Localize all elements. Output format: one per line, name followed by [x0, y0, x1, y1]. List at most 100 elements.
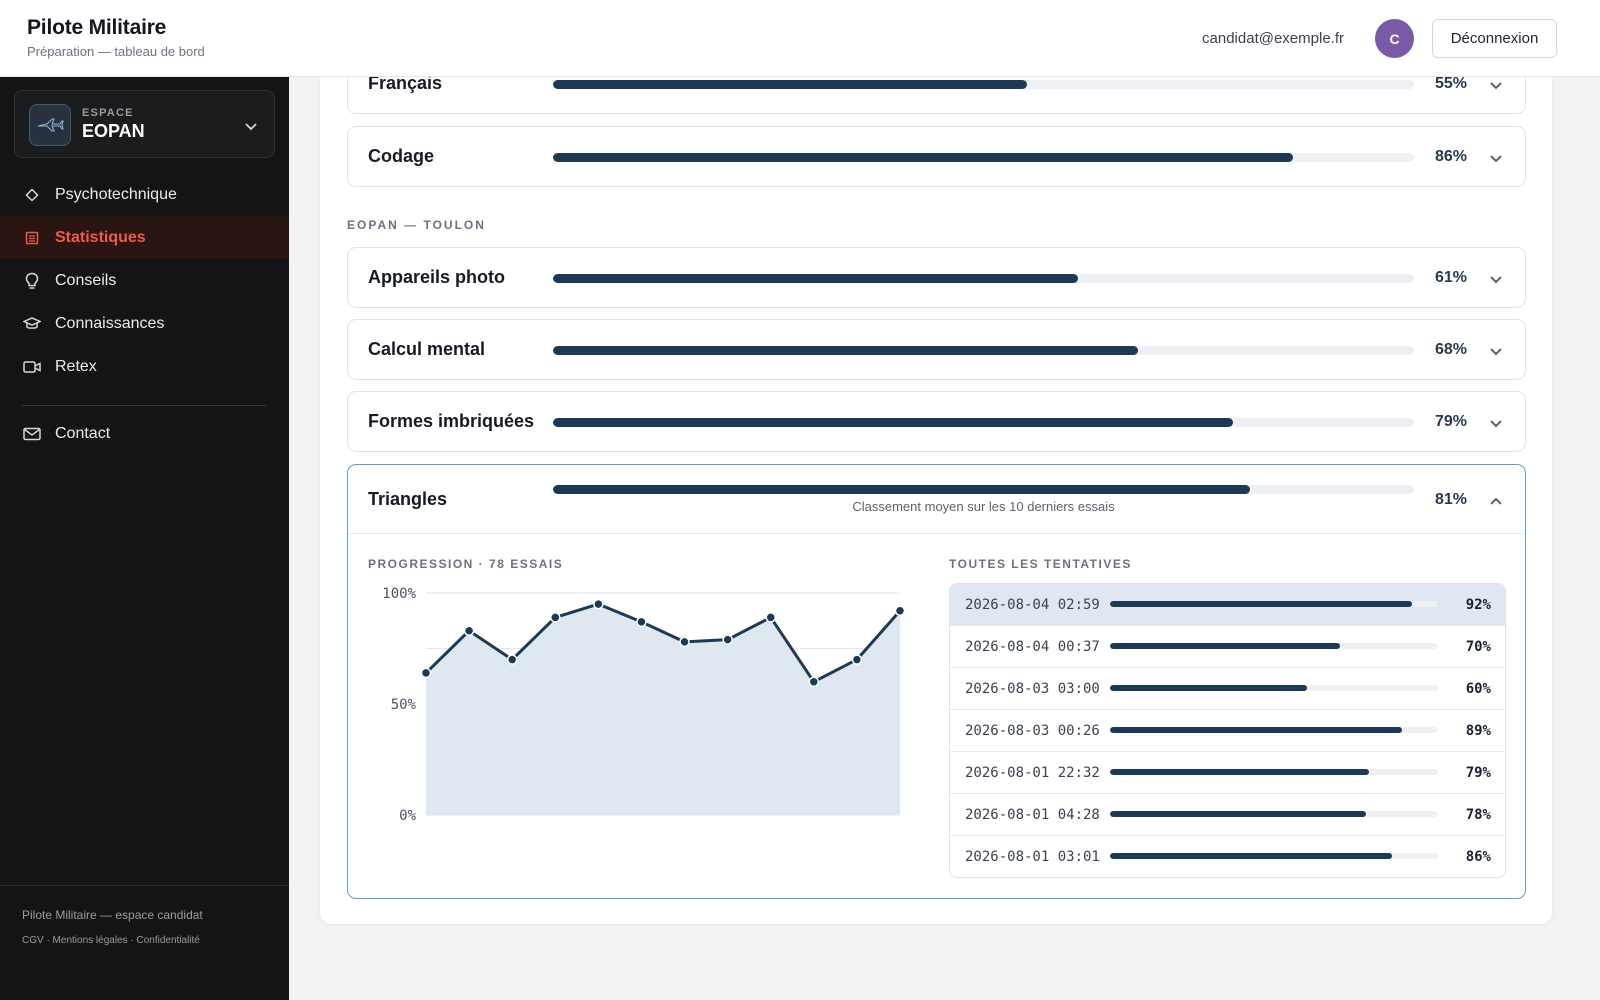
- attempt-row[interactable]: 2026-08-04 00:37 70%: [950, 626, 1505, 668]
- video-icon: [23, 358, 41, 376]
- chart-point: [765, 612, 776, 623]
- footer-tagline: Pilote Militaire — espace candidat: [22, 908, 203, 922]
- app-title: Pilote Militaire: [27, 16, 167, 39]
- attempt-percent: 92%: [1465, 596, 1491, 613]
- subject-progress-bar: [553, 346, 1414, 355]
- progression-chart: 100% 50% 0%: [382, 586, 906, 824]
- attempt-date: 2026-08-03 03:00: [965, 680, 1100, 697]
- sidebar-item-connaissances[interactable]: Connaissances: [0, 302, 289, 345]
- sidebar-item-label: Statistiques: [55, 228, 146, 246]
- subject-row-expanded: Triangles Classement moyen sur les 10 de…: [347, 464, 1526, 899]
- subject-row[interactable]: Formes imbriquées 79%: [347, 391, 1526, 452]
- chart-point: [550, 612, 561, 623]
- list-icon: [23, 229, 41, 247]
- attempt-row[interactable]: 2026-08-01 04:28 78%: [950, 794, 1505, 836]
- chart-series-line: [424, 602, 902, 684]
- chart-point: [851, 654, 863, 665]
- y-tick-label: 0%: [399, 808, 416, 824]
- attempt-score-bar: [1110, 769, 1438, 775]
- attempt-score-bar: [1110, 727, 1438, 733]
- sidebar-item-statistiques[interactable]: Statistiques: [0, 216, 289, 259]
- chart-point: [722, 634, 733, 645]
- subject-name: Formes imbriquées: [368, 411, 535, 431]
- attempt-percent: 86%: [1465, 849, 1491, 865]
- attempt-percent: 79%: [1465, 764, 1491, 781]
- attempt-date: 2026-08-01 04:28: [965, 806, 1100, 823]
- sidebar-item-label: Psychotechnique: [55, 185, 177, 203]
- top-header: Pilote Militaire Préparation — tableau d…: [0, 0, 1600, 77]
- subject-row[interactable]: Calcul mental 68%: [347, 319, 1526, 380]
- subject-row[interactable]: Codage 86%: [347, 126, 1526, 187]
- space-name: EOPAN: [82, 121, 145, 141]
- subject-percent: 61%: [1434, 268, 1467, 286]
- sidebar-item-label: Contact: [55, 424, 111, 442]
- mail-icon: [23, 425, 41, 443]
- subject-header[interactable]: Triangles Classement moyen sur les 10 de…: [348, 465, 1525, 534]
- attempt-row[interactable]: 2026-08-04 02:59 92%: [950, 584, 1505, 626]
- subject-name: Français: [368, 73, 443, 93]
- chart-point: [593, 598, 604, 610]
- chart-point: [463, 625, 475, 636]
- attempt-score-bar: [1110, 685, 1438, 691]
- chevron-down-icon[interactable]: [1489, 344, 1503, 362]
- chevron-down-icon[interactable]: [1489, 151, 1503, 169]
- sidebar-item-conseils[interactable]: Conseils: [0, 259, 289, 302]
- subject-percent: 55%: [1434, 74, 1467, 92]
- chart-point: [894, 605, 906, 617]
- attempt-row[interactable]: 2026-08-01 03:01 86%: [950, 836, 1505, 877]
- subject-percent: 68%: [1434, 340, 1467, 358]
- app-subtitle: Préparation — tableau de bord: [27, 44, 205, 59]
- sidebar-item-retex[interactable]: Retex: [0, 345, 289, 388]
- graduation-cap-icon: [23, 315, 41, 333]
- attempt-percent: 70%: [1465, 638, 1491, 655]
- sidebar-footer: Pilote Militaire — espace candidat CGV ·…: [0, 885, 289, 946]
- subject-progress-bar: [553, 274, 1414, 283]
- space-selector[interactable]: ESPACE EOPAN: [14, 90, 275, 158]
- subject-name: Codage: [368, 146, 435, 166]
- sidebar-nav: Psychotechnique Statistiques Conseils Co…: [0, 173, 289, 388]
- subject-progress-bar: [553, 153, 1414, 162]
- attempt-row[interactable]: 2026-08-03 00:26 89%: [950, 710, 1505, 752]
- sidebar-item-label: Conseils: [55, 271, 117, 289]
- chevron-down-icon[interactable]: [1489, 78, 1503, 96]
- sidebar-item-label: Connaissances: [55, 314, 165, 332]
- chart-area-fill: [426, 604, 900, 815]
- attempts-title: TOUTES LES TENTATIVES: [949, 557, 1132, 571]
- chevron-up-icon[interactable]: [1489, 493, 1503, 511]
- attempt-percent: 89%: [1465, 722, 1491, 739]
- chart-point: [679, 636, 690, 648]
- space-kicker: ESPACE: [82, 107, 134, 119]
- progression-title: PROGRESSION · 78 ESSAIS: [368, 557, 564, 571]
- attempt-date: 2026-08-01 22:32: [965, 764, 1100, 781]
- lightbulb-icon: [23, 272, 41, 290]
- chevron-down-icon[interactable]: [1489, 272, 1503, 290]
- chevron-down-icon: [244, 119, 258, 137]
- chart-point: [636, 616, 647, 628]
- chart-point: [420, 667, 432, 679]
- attempt-row[interactable]: 2026-08-01 22:32 79%: [950, 752, 1505, 794]
- chart-point: [808, 676, 820, 688]
- jet-logo-icon: [29, 104, 71, 146]
- attempt-score-bar: [1110, 811, 1438, 817]
- section-label: EOPAN — TOULON: [347, 218, 486, 232]
- attempt-date: 2026-08-01 03:01: [965, 849, 1100, 865]
- attempt-percent: 78%: [1465, 806, 1491, 823]
- logout-button[interactable]: Déconnexion: [1432, 19, 1557, 58]
- sidebar: ESPACE EOPAN Psychotechnique Statistique…: [0, 77, 289, 1000]
- sidebar-item-label: Retex: [55, 357, 97, 375]
- chevron-down-icon[interactable]: [1489, 416, 1503, 434]
- subject-row[interactable]: Appareils photo 61%: [347, 247, 1526, 308]
- footer-legal-links[interactable]: CGV · Mentions légales · Confidentialité: [22, 935, 200, 946]
- sidebar-item-contact[interactable]: Contact: [0, 412, 289, 455]
- attempt-score-bar: [1110, 601, 1438, 607]
- subject-percent: 79%: [1434, 412, 1467, 430]
- attempt-row[interactable]: 2026-08-03 03:00 60%: [950, 668, 1505, 710]
- subject-percent: 86%: [1434, 147, 1467, 165]
- diamond-icon: [23, 186, 41, 204]
- subject-caption: Classement moyen sur les 10 derniers ess…: [852, 499, 1115, 514]
- attempts-list: 2026-08-04 02:59 92% 2026-08-04 00:37 70% 20…: [949, 583, 1506, 878]
- avatar[interactable]: C: [1375, 19, 1414, 58]
- sidebar-item-psychotechnique[interactable]: Psychotechnique: [0, 173, 289, 216]
- subject-name: Triangles: [368, 489, 448, 509]
- sidebar-divider: [22, 405, 266, 406]
